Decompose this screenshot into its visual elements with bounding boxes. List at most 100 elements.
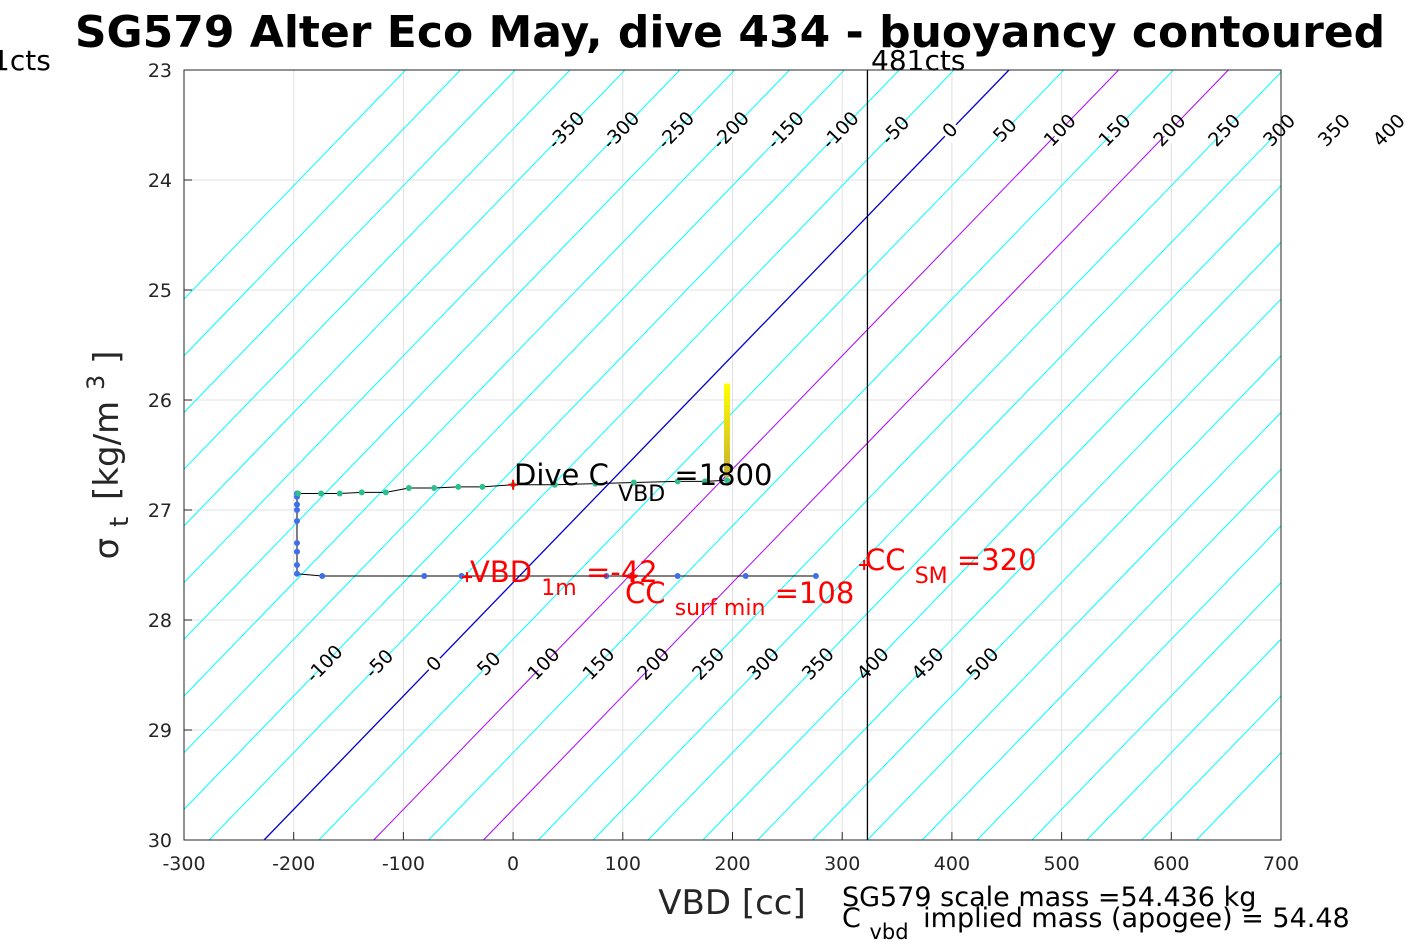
contour-line [184, 70, 626, 527]
dive-cvbd-annotation: Dive C VBD =1800 [514, 458, 773, 508]
contour-line [812, 355, 1281, 840]
implied-mass-text: C vbd implied mass (apogee) = 54.48 [842, 903, 1350, 945]
contour-line [1086, 638, 1281, 840]
red-markers [462, 479, 870, 583]
climb-profile-point [431, 485, 438, 491]
red-plus-marker [462, 572, 473, 583]
cc-surf-min-annotation: CC surf min =108 [625, 576, 854, 622]
contour-label-bg [301, 641, 348, 687]
climb-profile-point [702, 478, 709, 485]
implied-mass-sub: vbd [869, 920, 908, 944]
cc-surf-min-main: CC [625, 576, 666, 610]
contour-label-bg [817, 108, 864, 153]
dive-profile-point [293, 548, 300, 555]
contour-line [184, 70, 681, 584]
climb-profile-line [298, 479, 728, 494]
contour-line [537, 71, 1281, 840]
climb-profile-point [551, 481, 558, 488]
contour-label-bg [466, 641, 512, 687]
dive-profile-point [742, 573, 749, 579]
y-label-sub: t [105, 517, 135, 527]
red-plus-marker [508, 479, 519, 490]
dive-cvbd-main: Dive C [514, 458, 609, 492]
contour-label-bg [356, 641, 403, 687]
climb-profile-point [295, 490, 302, 497]
contour-label-bg [653, 108, 699, 153]
climb-profile-point [382, 489, 389, 496]
cc-surf-min-sub: surf min [675, 596, 766, 621]
contour-line [976, 525, 1281, 840]
climb-profile-point [674, 478, 681, 485]
dive-profile-point [603, 573, 610, 579]
contour-label-bg [960, 641, 1006, 687]
profiles [293, 383, 819, 579]
contour-label-bg [1256, 108, 1303, 153]
dive-profile-point [293, 507, 300, 513]
climb-profile-point [358, 489, 365, 496]
contour-label-bg [598, 108, 645, 153]
climb-profile-point [724, 477, 731, 484]
vbd-1m-annotation: VBD 1m =-42 [470, 555, 658, 602]
y-label-close: ] [87, 351, 127, 364]
dive-profile-point [319, 573, 326, 579]
contour-line [702, 241, 1281, 840]
contour-label-bg [576, 641, 622, 687]
contour-line [184, 70, 900, 811]
contour-label-bg [740, 641, 787, 687]
y-tick-label: 30 [148, 830, 172, 852]
contour-label-bg [521, 641, 567, 687]
contour-line [1141, 695, 1281, 840]
contour-line [757, 298, 1281, 840]
dive-profile-point [293, 562, 300, 568]
contour-line [184, 70, 461, 357]
contour-line [184, 70, 571, 470]
contour-line [184, 70, 516, 414]
contour-line [318, 70, 1065, 840]
y-label-units: [kg/m [87, 401, 127, 500]
y-tick-label: 28 [148, 610, 172, 632]
climb-profile-point [479, 483, 486, 490]
contour-label-bg [1366, 108, 1413, 153]
contour-label-bg [411, 641, 458, 687]
x-axis-label: VBD [cc] [658, 883, 806, 923]
dive-profile-point [293, 518, 300, 524]
red-plus-marker [626, 572, 637, 583]
contour-label-bg [763, 108, 809, 153]
cc-sm-annotation: CC SM =320 [865, 543, 1037, 590]
surface-bar [724, 383, 731, 477]
x-tick-label: 300 [824, 853, 860, 875]
contour-line [184, 70, 406, 300]
x-tick-label: 400 [934, 853, 970, 875]
climb-profile-point [405, 485, 412, 491]
contour-line [373, 70, 1120, 840]
climb-profile-point [336, 490, 343, 497]
contour-lines [184, 70, 1281, 840]
climb-profile-point [630, 479, 637, 486]
contour-line [208, 70, 955, 840]
dive-profile-point [293, 570, 300, 577]
x-tick-label: -200 [272, 853, 315, 875]
dive-profile-point [812, 573, 819, 579]
contour-label-bg [1147, 108, 1193, 153]
x-tick-labels: -300 -200 -100 0 100 200 300 400 500 600 700 [162, 832, 1299, 875]
contour-line [1196, 751, 1281, 840]
vertical-line-label: 481cts [871, 44, 965, 77]
contour-label-bg [708, 108, 754, 153]
cc-sm-sub: SM [915, 564, 948, 589]
contour-line [263, 70, 1010, 840]
x-tick-label: -300 [162, 853, 205, 875]
dive-cvbd-sub: VBD [618, 482, 665, 507]
climb-profile-point [455, 483, 462, 490]
y-label-sigma: σ [87, 538, 127, 560]
dive-profile-point [293, 501, 300, 508]
x-tick-label: 500 [1043, 853, 1079, 875]
contour-line [647, 184, 1281, 840]
contour-line [184, 70, 790, 697]
contour-label-bg [1092, 108, 1138, 153]
cc-surf-min-value: =108 [775, 576, 855, 610]
cc-sm-main: CC [865, 543, 906, 577]
contour-label-bg [795, 641, 842, 687]
chart-title: SG579 Alter Eco May, dive 434 - buoyancy… [75, 7, 1385, 58]
x-tick-label: 700 [1263, 853, 1299, 875]
